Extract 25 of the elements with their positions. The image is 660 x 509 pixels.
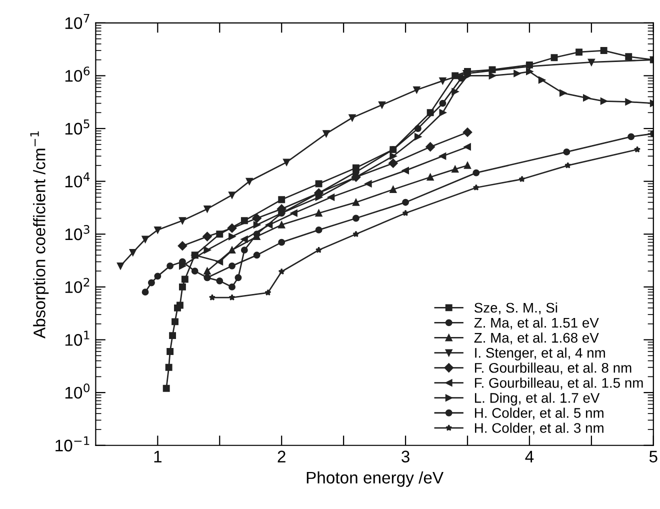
y-tick-label: 10$^{3}$ xyxy=(65,225,90,240)
legend-label: F. Gourbilleau, et al. 1.5 nm xyxy=(474,378,643,390)
y-axis-title: Absorption coefficient /cm$^{−1}$ xyxy=(30,131,49,338)
x-axis-title: Photon energy /eV xyxy=(306,471,444,487)
x-tick-label: 5 xyxy=(649,450,658,462)
legend-label: I. Stenger, et al, 4 nm xyxy=(475,348,605,360)
y-tick-label: 10$^{1}$ xyxy=(65,330,90,346)
legend-label: H. Colder, et al. 5 nm xyxy=(474,408,604,420)
x-tick-label: 3 xyxy=(402,450,410,462)
legend-label: Sze, S. M., Si xyxy=(474,302,558,314)
x-tick-label: 1 xyxy=(154,450,162,462)
y-tick-label: 10$^{5}$ xyxy=(65,120,90,135)
legend-label: H. Colder, et al. 3 nm xyxy=(474,422,604,435)
legend-label: L. Ding, et al. 1.7 eV xyxy=(474,392,600,406)
y-tick-label: 10$^{−1}$ xyxy=(56,436,90,452)
y-tick-label: 10$^{2}$ xyxy=(65,278,90,294)
legend-label: Z. Ma, et al. 1.51 eV xyxy=(474,317,599,330)
legend-label: F. Gourbilleau, et al. 8 nm xyxy=(474,362,632,374)
y-tick-label: 10$^{7}$ xyxy=(65,14,90,29)
legend-label: Z. Ma, et al. 1.68 eV xyxy=(474,332,599,344)
y-tick-label: 10$^{0}$ xyxy=(65,383,90,399)
y-tick-label: 10$^{6}$ xyxy=(65,66,90,82)
y-tick-label: 10$^{4}$ xyxy=(65,172,90,188)
x-tick-label: 4 xyxy=(525,450,534,462)
x-tick-label: 2 xyxy=(278,450,286,462)
